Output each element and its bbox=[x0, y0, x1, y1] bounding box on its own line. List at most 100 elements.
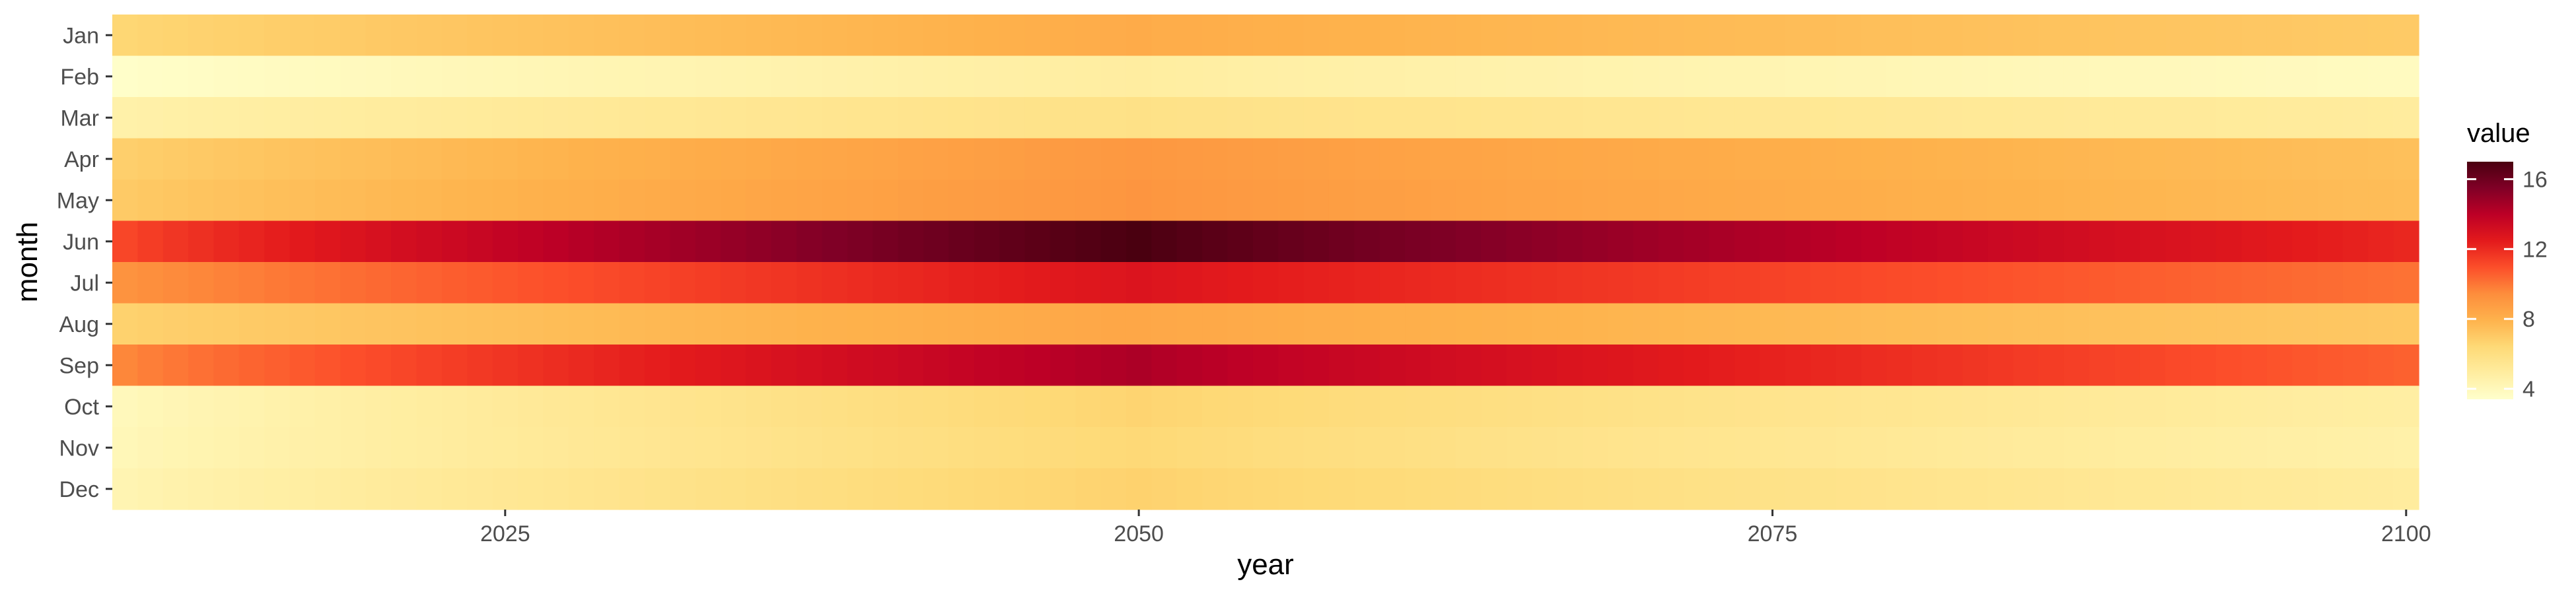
legend-tick-label: 8 bbox=[2522, 307, 2535, 332]
heatmap-cell bbox=[441, 97, 468, 139]
heatmap-cell bbox=[1582, 97, 1608, 139]
heatmap-cell bbox=[2216, 427, 2242, 469]
heatmap-cell bbox=[2241, 55, 2268, 98]
heatmap-cell bbox=[2241, 138, 2268, 180]
heatmap-cell bbox=[898, 303, 924, 345]
heatmap-cell bbox=[1506, 220, 1532, 263]
heatmap-cell bbox=[2038, 303, 2065, 345]
heatmap-cell bbox=[1100, 262, 1127, 304]
heatmap-cell bbox=[619, 15, 645, 57]
heatmap-cell bbox=[1684, 138, 1710, 180]
heatmap-cell bbox=[1709, 55, 1735, 98]
heatmap-cell bbox=[340, 15, 367, 57]
heatmap-cell bbox=[137, 303, 164, 345]
heatmap-cell bbox=[720, 55, 746, 98]
heatmap-cell bbox=[999, 15, 1026, 57]
heatmap-cell bbox=[340, 345, 367, 387]
heatmap-cell bbox=[391, 180, 417, 222]
heatmap-cell bbox=[2165, 262, 2192, 304]
heatmap-cell bbox=[1633, 15, 1659, 57]
heatmap-cell bbox=[1684, 385, 1710, 428]
heatmap-cell bbox=[2139, 180, 2166, 222]
heatmap-cell bbox=[594, 220, 620, 263]
heatmap-cell bbox=[1227, 427, 1254, 469]
heatmap-cell bbox=[391, 55, 417, 98]
heatmap-cell bbox=[314, 97, 341, 139]
heatmap-cell bbox=[1405, 468, 1431, 510]
heatmap-cell bbox=[213, 55, 240, 98]
heatmap-cell bbox=[1126, 55, 1152, 98]
heatmap-cell bbox=[492, 303, 519, 345]
heatmap-cell bbox=[1760, 303, 1786, 345]
heatmap-cell bbox=[1760, 180, 1786, 222]
heatmap-cell bbox=[238, 180, 265, 222]
heatmap-cell bbox=[1684, 55, 1710, 98]
heatmap-cell bbox=[1303, 303, 1330, 345]
heatmap-cell bbox=[314, 180, 341, 222]
heatmap-cell bbox=[2241, 427, 2268, 469]
heatmap-cell bbox=[517, 55, 544, 98]
heatmap-cell bbox=[2089, 385, 2116, 428]
heatmap-cell bbox=[1557, 262, 1583, 304]
heatmap-cell bbox=[1100, 97, 1127, 139]
heatmap-cell bbox=[1328, 180, 1355, 222]
heatmap-cell bbox=[2038, 97, 2065, 139]
heatmap-cell bbox=[1202, 385, 1229, 428]
heatmap-cell bbox=[1861, 180, 1887, 222]
y-tick-label: Apr bbox=[64, 147, 99, 172]
heatmap-cell bbox=[1557, 468, 1583, 510]
heatmap-cell bbox=[1836, 180, 1862, 222]
heatmap-cell bbox=[2342, 262, 2369, 304]
heatmap-cell bbox=[2266, 15, 2293, 57]
heatmap-cell bbox=[695, 385, 721, 428]
heatmap-cell bbox=[2368, 262, 2394, 304]
heatmap-cell bbox=[162, 138, 189, 180]
heatmap-cell bbox=[1608, 385, 1634, 428]
heatmap-cell bbox=[2266, 138, 2293, 180]
heatmap-cell bbox=[568, 262, 594, 304]
heatmap-cell bbox=[2013, 262, 2039, 304]
heatmap-cell bbox=[1937, 97, 1963, 139]
heatmap-cell bbox=[1481, 262, 1507, 304]
heatmap-cell bbox=[112, 97, 138, 139]
heatmap-cell bbox=[2393, 55, 2419, 98]
heatmap-cell bbox=[2342, 303, 2369, 345]
heatmap-cell bbox=[974, 97, 1000, 139]
heatmap-cell bbox=[365, 427, 392, 469]
heatmap-cell bbox=[720, 97, 746, 139]
heatmap-cell bbox=[2216, 220, 2242, 263]
heatmap-cell bbox=[1050, 303, 1076, 345]
heatmap-cell bbox=[670, 468, 696, 510]
heatmap-cell bbox=[188, 427, 215, 469]
heatmap-cell bbox=[365, 180, 392, 222]
heatmap-cell bbox=[720, 262, 746, 304]
heatmap-cell bbox=[1709, 468, 1735, 510]
heatmap-cell bbox=[1202, 15, 1229, 57]
heatmap-cell bbox=[2368, 55, 2394, 98]
heatmap-cell bbox=[1836, 220, 1862, 263]
heatmap-cell bbox=[365, 345, 392, 387]
heatmap-cell bbox=[1886, 220, 1913, 263]
heatmap-cell bbox=[365, 138, 392, 180]
heatmap-cell bbox=[948, 303, 975, 345]
heatmap-cell bbox=[1151, 55, 1178, 98]
heatmap-cell bbox=[2266, 385, 2293, 428]
heatmap-cell bbox=[543, 345, 569, 387]
heatmap-cell bbox=[1506, 97, 1532, 139]
heatmap-cell bbox=[1836, 15, 1862, 57]
heatmap-cell bbox=[441, 345, 468, 387]
heatmap-cell bbox=[340, 138, 367, 180]
heatmap-cell bbox=[2139, 468, 2166, 510]
heatmap-cell bbox=[746, 345, 772, 387]
heatmap-cell bbox=[746, 138, 772, 180]
heatmap-cell bbox=[1075, 97, 1102, 139]
heatmap-cell bbox=[1075, 427, 1102, 469]
heatmap-cell bbox=[1405, 427, 1431, 469]
heatmap-cell bbox=[1987, 345, 2014, 387]
heatmap-cell bbox=[1810, 385, 1836, 428]
heatmap-cell bbox=[1050, 427, 1076, 469]
heatmap-cell bbox=[1785, 385, 1811, 428]
heatmap-cell bbox=[1379, 427, 1406, 469]
heatmap-cell bbox=[1684, 220, 1710, 263]
heatmap-cell bbox=[771, 55, 797, 98]
